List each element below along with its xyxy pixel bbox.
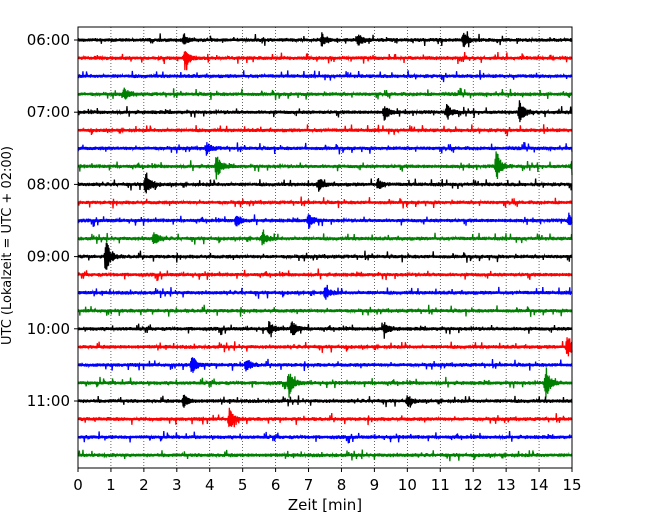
y-axis-label: UTC (Lokalzeit = UTC + 02:00) <box>0 146 15 345</box>
x-axis-label: Zeit [min] <box>288 496 362 514</box>
x-tick-label: 10 <box>398 476 417 494</box>
y-axis-ticks: 06:00 07:00 08:00 09:00 10:00 11:00 <box>27 31 78 410</box>
x-tick-label: 0 <box>73 476 83 494</box>
y-tick-label: 06:00 <box>27 31 70 49</box>
x-tick-label: 15 <box>562 476 581 494</box>
x-tick-label: 2 <box>139 476 149 494</box>
seismic-traces <box>77 31 573 462</box>
plot-frame <box>77 26 573 469</box>
x-tick-label: 4 <box>205 476 215 494</box>
y-tick-label: 07:00 <box>27 103 70 121</box>
x-tick-label: 3 <box>172 476 182 494</box>
trace-1000 <box>77 321 573 339</box>
x-tick-label: 5 <box>238 476 248 494</box>
trace-0845 <box>77 229 573 246</box>
x-tick-label: 6 <box>271 476 281 494</box>
x-tick-label: 11 <box>431 476 450 494</box>
x-tick-label: 7 <box>304 476 314 494</box>
x-tick-label: 13 <box>497 476 516 494</box>
x-tick-label: 12 <box>464 476 483 494</box>
y-tick-label: 09:00 <box>27 248 70 266</box>
x-tick-label: 8 <box>337 476 347 494</box>
y-tick-label: 11:00 <box>27 392 70 410</box>
x-axis-ticks: 0 1 2 3 4 5 6 7 8 9 10 11 12 13 14 15 <box>73 468 582 494</box>
y-tick-label: 08:00 <box>27 175 70 193</box>
trace-0745 <box>77 151 573 180</box>
x-tick-label: 1 <box>106 476 116 494</box>
trace-0700 <box>77 100 573 123</box>
trace-0615 <box>77 51 573 71</box>
x-tick-label: 14 <box>530 476 549 494</box>
trace-1115 <box>77 407 573 428</box>
y-tick-label: 10:00 <box>27 320 70 338</box>
x-tick-label: 9 <box>370 476 380 494</box>
